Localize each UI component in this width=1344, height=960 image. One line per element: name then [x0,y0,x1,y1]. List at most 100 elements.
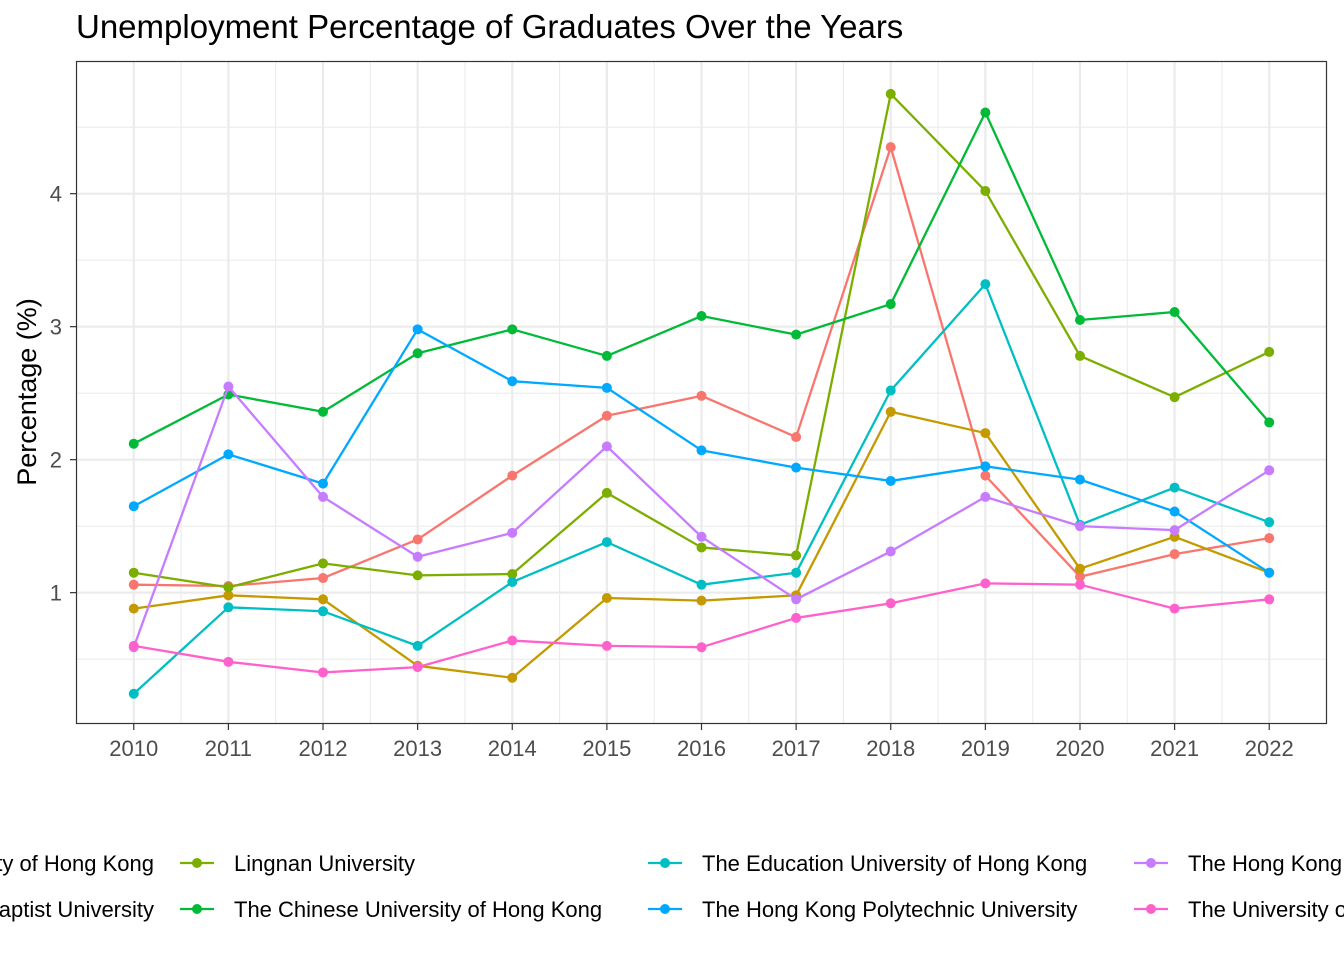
legend-item: The Education University of Hong Kong [648,851,1087,876]
data-point [128,567,139,578]
data-point [885,385,896,396]
data-point [1169,506,1180,517]
data-point [696,531,707,542]
legend-label: The Hong Kong Polytechnic University [702,897,1077,922]
data-point [1264,517,1275,528]
data-point [1074,350,1085,361]
series-7 [128,381,1275,653]
legend-key-point [192,904,202,914]
data-point [1074,571,1085,582]
data-point [318,478,329,489]
data-point [128,501,139,512]
data-point [1264,465,1275,476]
data-point [1169,307,1180,318]
data-point [885,475,896,486]
data-point [223,590,234,601]
legend-label: Lingnan University [234,851,415,876]
y-tick-label: 2 [50,448,62,473]
series-8 [128,578,1275,678]
data-point [128,438,139,449]
data-point [601,487,612,498]
y-axis-label: Percentage (%) [12,298,42,486]
data-point [1074,474,1085,485]
legend-key-point [192,858,202,868]
data-point [507,635,518,646]
x-tick-label: 2012 [299,736,348,761]
data-point [1264,533,1275,544]
legend-key-point [660,858,670,868]
series-3 [128,88,1275,593]
data-point [980,107,991,118]
series-layer [128,88,1275,699]
data-point [1169,525,1180,536]
data-point [223,582,234,593]
legend: City University of Hong Kong Hong Kong Ba… [0,851,1344,922]
y-tick-label: 1 [50,581,62,606]
data-point [412,570,423,581]
x-tick-label: 2017 [772,736,821,761]
data-point [507,470,518,481]
data-point [507,672,518,683]
data-point [885,406,896,417]
x-tick-label: 2021 [1150,736,1199,761]
data-point [980,186,991,197]
data-point [318,594,329,605]
data-point [318,406,329,417]
data-point [885,299,896,310]
data-point [885,142,896,153]
data-point [696,595,707,606]
data-point [1264,417,1275,428]
y-tick-label: 3 [50,315,62,340]
data-point [507,577,518,588]
legend-key-point [1146,904,1156,914]
data-point [318,667,329,678]
data-point [980,428,991,439]
data-point [601,350,612,361]
data-point [980,470,991,481]
legend-label: City University of Hong Kong [0,851,154,876]
data-point [696,642,707,653]
legend-key-point [1146,858,1156,868]
legend-item: The University of Hong Kong [1134,897,1344,922]
data-point [696,445,707,456]
data-point [318,573,329,584]
data-point [1264,567,1275,578]
x-tick-label: 2020 [1056,736,1105,761]
data-point [318,606,329,617]
data-point [412,551,423,562]
data-point [412,348,423,359]
data-point [1074,563,1085,574]
data-point [696,390,707,401]
series-6 [128,324,1275,578]
data-point [507,569,518,580]
data-point [223,656,234,667]
data-point [791,329,802,340]
data-point [980,461,991,472]
data-point [1169,392,1180,403]
x-tick-label: 2016 [677,736,726,761]
data-point [128,688,139,699]
data-point [318,491,329,502]
data-point [223,381,234,392]
x-tick-label: 2011 [205,736,252,761]
data-point [1264,594,1275,605]
data-point [696,542,707,553]
data-point [412,324,423,335]
data-point [1169,549,1180,560]
data-point [1169,603,1180,614]
data-point [980,578,991,589]
data-point [1074,521,1085,532]
data-point [1074,315,1085,326]
data-point [412,534,423,545]
data-point [791,567,802,578]
plot-panel-border [75,60,1328,725]
data-point [601,410,612,421]
data-point [791,612,802,623]
x-tick-label: 2014 [488,736,537,761]
data-point [507,324,518,335]
data-point [507,376,518,387]
x-axis: 2010 2011 2012 2013 2014 2015 2016 2017 2018 2019… [109,724,1294,761]
data-point [885,88,896,99]
data-point [980,491,991,502]
